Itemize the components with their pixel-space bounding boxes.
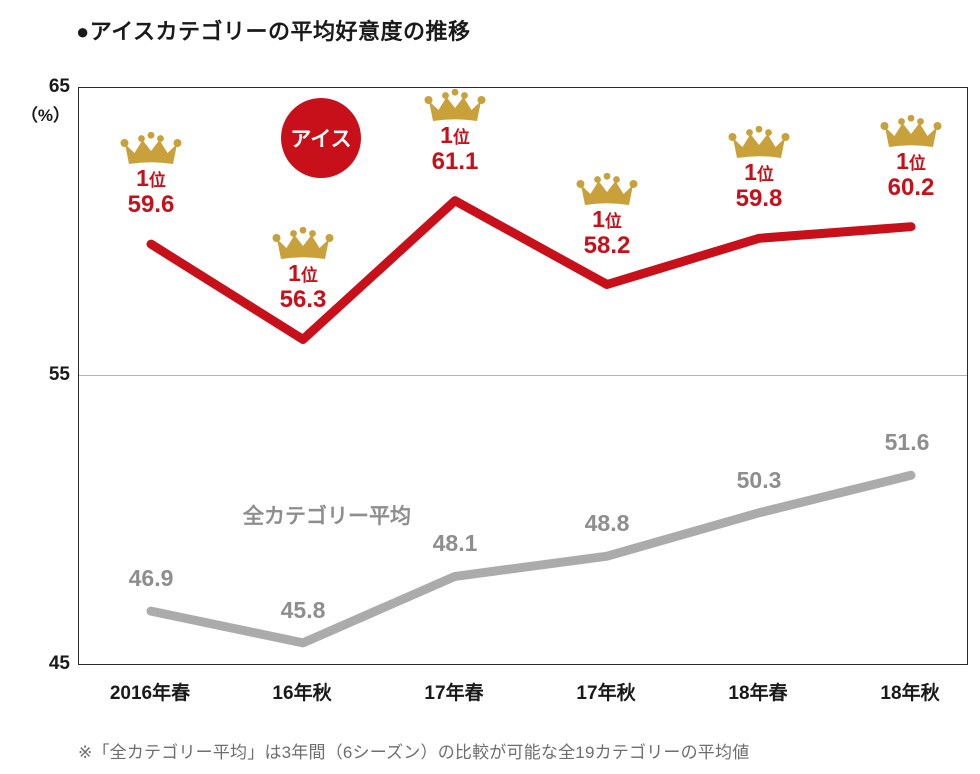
y-axis-tick-65: 65 bbox=[48, 76, 70, 97]
rank-badge: 1位 bbox=[136, 165, 166, 192]
ice-data-value: 58.2 bbox=[583, 231, 631, 259]
rank-badge: 1位 bbox=[592, 205, 622, 232]
y-axis-unit: （%） bbox=[20, 106, 70, 125]
rank-badge: 1位 bbox=[440, 121, 470, 148]
average-data-label: 50.3 bbox=[736, 466, 782, 493]
x-axis-labels: 2016年春 16年秋 17年春 17年秋 18年春 18年秋 bbox=[78, 678, 968, 714]
series-layer bbox=[146, 196, 916, 648]
rank-badge: 1位 bbox=[288, 260, 318, 287]
y-axis-tick-55: 55 bbox=[48, 364, 70, 385]
x-axis-tick-4: 18年春 bbox=[728, 683, 788, 704]
crown-icon bbox=[728, 126, 790, 159]
y-axis-labels: 65 （%） 55 45 bbox=[0, 0, 70, 774]
x-axis-tick-5: 18年秋 bbox=[880, 683, 940, 704]
gridline-55 bbox=[79, 375, 967, 376]
crown-icon bbox=[120, 132, 182, 165]
average-series-label: 全カテゴリー平均 bbox=[243, 504, 411, 528]
ice-data-value: 61.1 bbox=[431, 147, 479, 175]
page-title: ●アイスカテゴリーの平均好意度の推移 bbox=[76, 19, 471, 44]
x-axis-tick-1: 16年秋 bbox=[272, 683, 332, 704]
x-axis-tick-2: 17年春 bbox=[424, 683, 484, 704]
ice-data-value: 59.6 bbox=[127, 191, 175, 219]
ice-series-badge: アイス bbox=[281, 98, 361, 178]
series-line-ice bbox=[146, 196, 916, 344]
ice-data-value: 59.8 bbox=[735, 185, 783, 213]
x-axis-tick-0: 2016年春 bbox=[109, 683, 191, 704]
average-data-label: 51.6 bbox=[884, 429, 930, 456]
average-data-label: 46.9 bbox=[128, 565, 174, 592]
rank-badge: 1位 bbox=[896, 147, 926, 174]
crown-icon bbox=[880, 114, 942, 147]
crown-icon bbox=[576, 172, 638, 205]
crown-icon bbox=[272, 227, 334, 260]
y-axis-tick-45: 45 bbox=[48, 653, 70, 674]
ice-data-label: 1位 59.6 bbox=[119, 132, 183, 220]
x-axis-tick-3: 17年秋 bbox=[576, 683, 636, 704]
series-line-average bbox=[146, 470, 916, 648]
average-data-label: 48.1 bbox=[432, 530, 478, 557]
average-data-label: 48.8 bbox=[584, 510, 630, 537]
ice-data-label: 1位 56.3 bbox=[271, 227, 335, 315]
average-data-label: 45.8 bbox=[280, 596, 326, 623]
plot-area: アイス 全カテゴリー平均 1位 59.6 1位 56.3 1位 61.1 1位 58.2 1位 5… bbox=[78, 87, 968, 665]
ice-data-label: 1位 58.2 bbox=[575, 172, 639, 261]
crown-icon bbox=[424, 88, 486, 121]
rank-badge: 1位 bbox=[744, 159, 774, 186]
ice-data-label: 1位 61.1 bbox=[423, 88, 487, 177]
ice-data-label: 1位 60.2 bbox=[879, 114, 943, 203]
footnote: ※「全カテゴリー平均」は3年間（6シーズン）の比較が可能な全19カテゴリーの平均… bbox=[78, 743, 750, 762]
ice-data-value: 60.2 bbox=[887, 173, 935, 201]
ice-data-value: 56.3 bbox=[279, 286, 327, 314]
ice-data-label: 1位 59.8 bbox=[727, 126, 791, 214]
